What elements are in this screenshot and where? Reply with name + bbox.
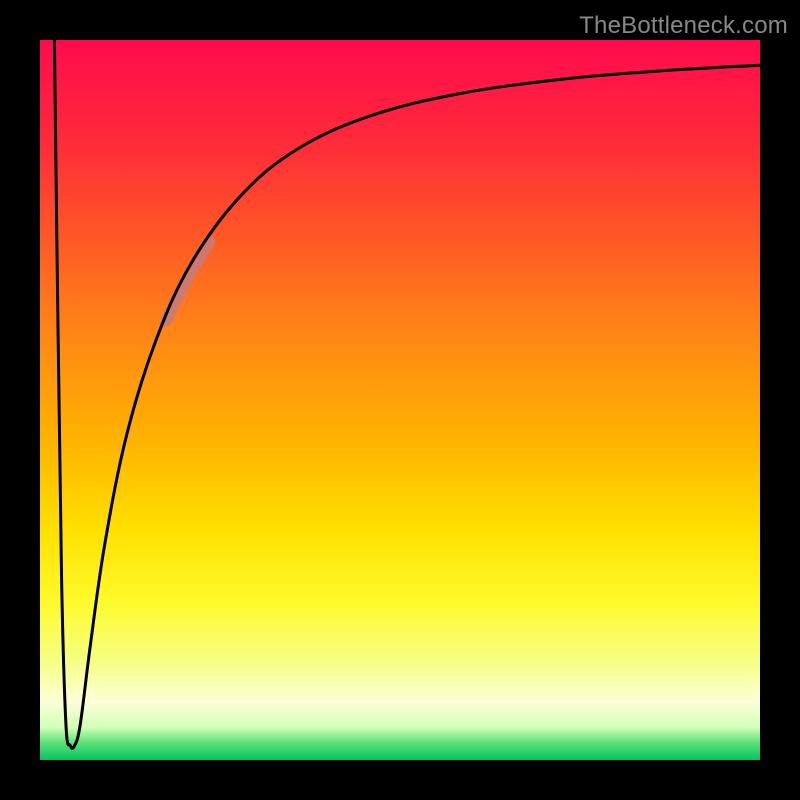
chart-container: TheBottleneck.com — [0, 0, 800, 800]
plot-svg — [40, 40, 760, 760]
gradient-background — [40, 40, 760, 760]
watermark-text: TheBottleneck.com — [579, 12, 788, 40]
plot-area — [40, 40, 760, 760]
